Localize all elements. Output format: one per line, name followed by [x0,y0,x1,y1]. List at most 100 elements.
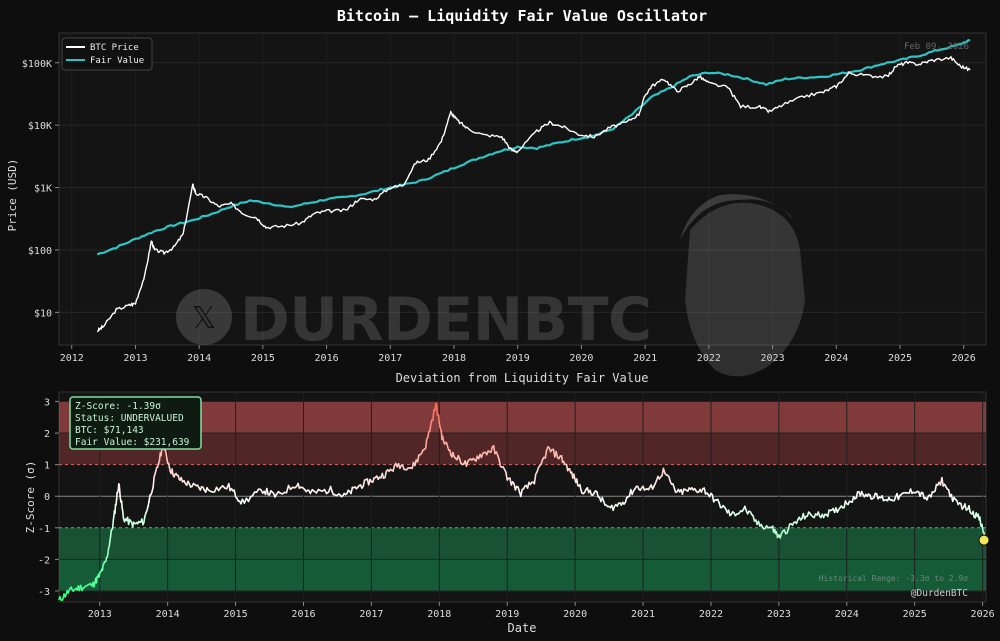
price-y-tick-label: $10 [34,308,52,319]
price-panel: $10 $100 $1K $10K $100K 2012 2013 2014 2015 2016… [6,32,987,440]
zscore-segment [703,487,707,495]
zscore-segment [435,404,439,416]
zscore-segment [432,409,435,422]
legend-btc-label: BTC Price [90,43,139,53]
zscore-y-tick-label: -2 [38,555,50,566]
zscore-segment [544,449,548,459]
price-x-tick-label: 2023 [761,353,785,364]
price-y-tick-label: $100K [22,59,52,70]
zscore-y-tick-label: 2 [44,429,50,440]
zscore-x-tick-label: 2025 [903,609,927,620]
zscore-segment [437,414,441,424]
current-zscore-marker [978,534,990,546]
chart-title: Bitcoin — Liquidity Fair Value Oscillato… [337,7,707,25]
info-btc: BTC: $71,143 [75,425,144,436]
price-y-ticks: $10 $100 $1K $10K $100K [22,59,59,319]
zscore-segment [426,430,430,439]
price-x-tick-label: 2019 [506,353,530,364]
zscore-x-tick-label: 2022 [699,609,723,620]
zscore-x-axis-label: Date [508,621,537,635]
zscore-segment [596,490,600,498]
zscore-segment [148,494,151,503]
price-series [96,38,971,333]
zscore-segment [921,492,926,500]
price-grid [59,33,986,345]
zscore-segment [120,500,123,509]
zscore-segment [711,493,715,503]
zscore-segment [465,460,469,467]
zscore-segment [826,509,830,518]
zscore-segment [111,519,115,529]
zscore-segment [265,487,270,496]
zscore-x-tick-label: 2021 [631,609,655,620]
zscore-y-tick-label: 1 [44,461,50,472]
zscore-segment [771,525,775,533]
zscore-y-tick-label: 3 [44,397,50,408]
price-x-tick-label: 2021 [633,353,657,364]
zscore-x-tick-label: 2019 [495,609,519,620]
price-x-tick-label: 2017 [378,353,402,364]
zscore-segment [492,444,496,455]
zscore-series [58,402,987,602]
zscore-segment [555,450,559,459]
price-x-tick-label: 2016 [315,353,339,364]
zscore-segment [941,476,945,487]
zscore-segment [95,576,98,584]
zscore-segment [560,454,564,463]
price-x-axis-label: Deviation from Liquidity Fair Value [396,371,649,385]
historical-range: Historical Range: -3.3σ to 2.9σ [819,574,968,583]
zscore-y-ticks: -3 -2 -1 0 1 2 3 [38,397,59,598]
zscore-segment [171,468,174,477]
zscore-segment [519,488,524,498]
price-x-tick-label: 2020 [569,353,593,364]
zscore-segment [533,473,537,485]
price-panel-frame [58,32,987,346]
price-y-tick-label: $10K [28,121,52,132]
zscore-segment [118,489,121,499]
zscore-segment [416,454,420,463]
zscore-x-tick-label: 2014 [156,609,180,620]
fair-value-line [96,38,971,256]
zscore-segment [964,503,968,511]
legend: BTC Price Fair Value [61,37,153,71]
zscore-segment [362,479,366,488]
zscore-segment [662,467,666,474]
zscore-segment [947,488,951,498]
zscore-x-tick-label: 2013 [88,609,112,620]
zscore-segment [855,490,859,499]
price-x-tick-label: 2014 [187,353,211,364]
price-y-axis-label: Price (USD) [6,159,19,232]
zscore-segment [575,478,579,487]
info-box-frame [69,396,202,450]
zscore-segment [107,547,110,555]
zscore-segment [115,491,118,501]
zscore-segment [787,523,791,530]
zscore-grid [59,392,986,602]
zscore-segment [147,500,150,508]
price-y-tick-label: $1K [34,184,52,195]
zscore-segment [881,495,885,502]
zscore-bands [59,401,986,591]
zscore-segment [498,458,502,468]
zscore-segment [165,453,168,461]
price-x-tick-label: 2012 [60,353,84,364]
info-zscore: Z-Score: -1.39σ [75,401,161,412]
info-fair: Fair Value: $231,639 [75,437,190,448]
zscore-segment [727,509,731,517]
zscore-segment [350,486,354,495]
price-x-tick-label: 2022 [697,353,721,364]
zscore-segment [329,485,333,493]
zscore-x-tick-label: 2016 [291,609,315,620]
zscore-segment [490,446,494,453]
zscore-segment [424,438,428,450]
price-x-tick-label: 2013 [123,353,147,364]
zscore-segment [505,471,509,481]
zscore-segment [122,512,125,520]
watermark-brand: DURDENBTC [240,285,652,355]
handle: @DurdenBTC [911,588,968,599]
price-x-tick-label: 2025 [888,353,912,364]
zscore-segment [118,483,121,491]
zscore-segment [448,449,452,456]
